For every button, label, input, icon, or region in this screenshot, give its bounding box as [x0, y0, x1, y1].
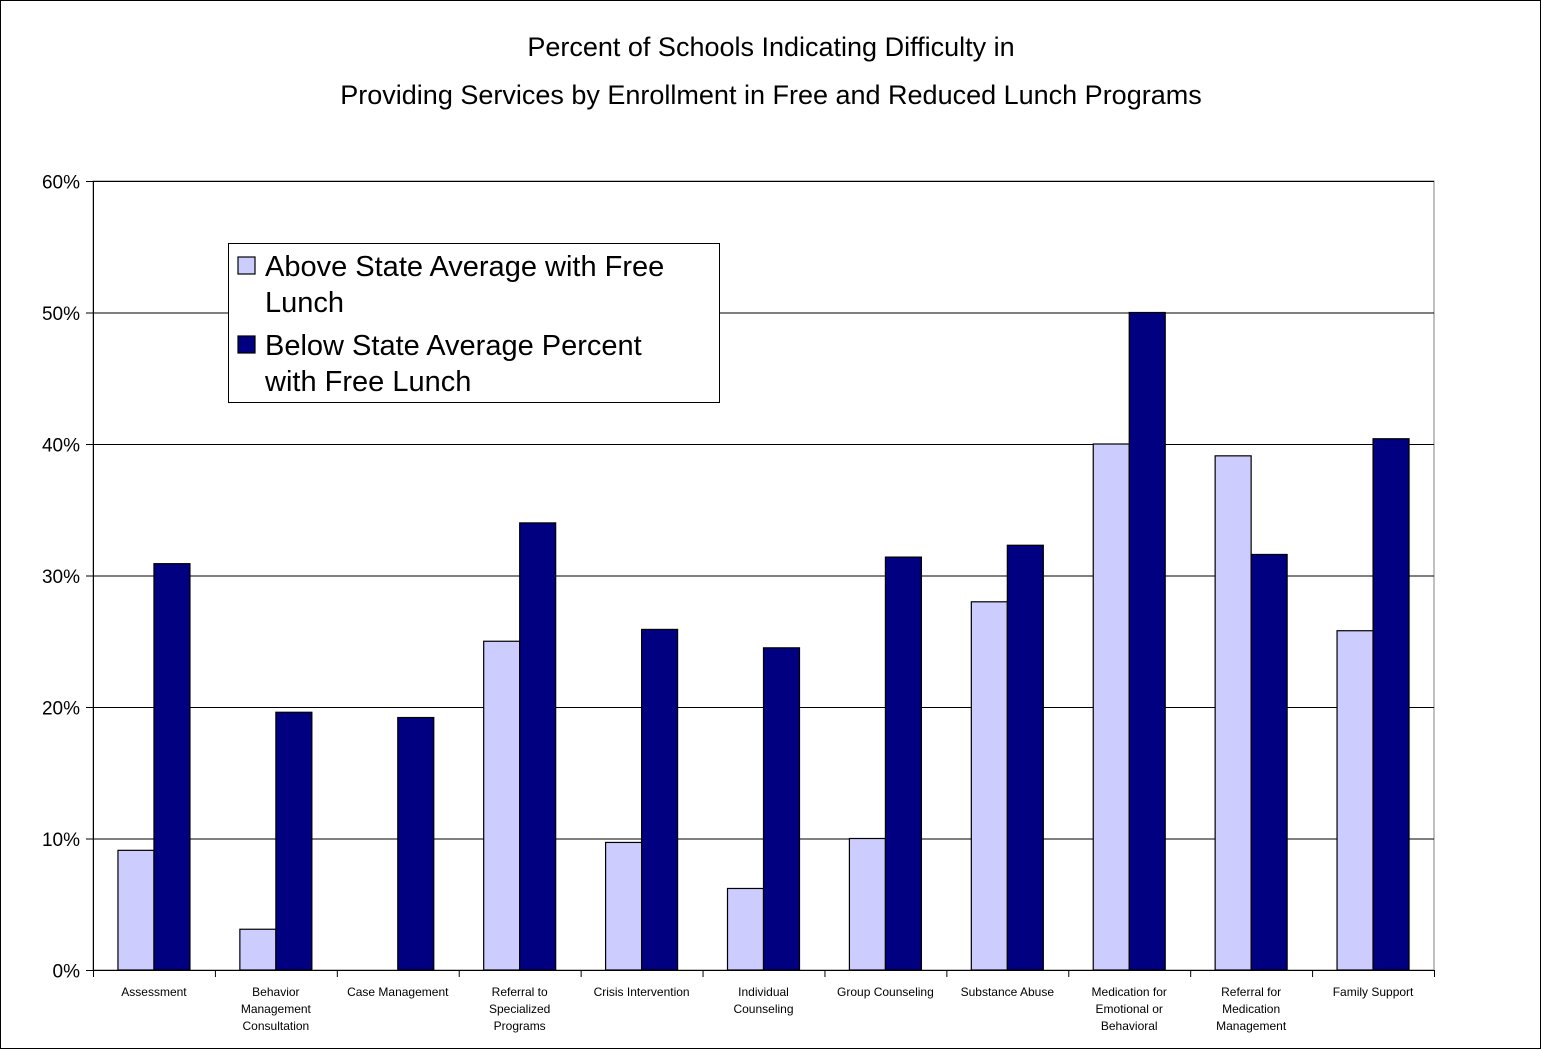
- bar-series-2-cat-6: [762, 647, 801, 971]
- bar-series-1-cat-1: [117, 849, 155, 971]
- x-category-label: Family Support: [1333, 985, 1414, 999]
- x-category-label: Medication for: [1092, 985, 1167, 999]
- bar-series-1-cat-5: [604, 841, 643, 971]
- y-tick-label: 50%: [42, 304, 80, 325]
- legend-label-1: Lunch: [265, 287, 344, 319]
- bar-series-1-cat-9: [1092, 443, 1130, 971]
- x-category-label: Emotional or: [1096, 1002, 1163, 1016]
- legend: Above State Average with Free Lunch Below …: [228, 243, 720, 403]
- x-category-label: Individual: [738, 985, 789, 999]
- x-category-label: Behavioral: [1101, 1019, 1158, 1033]
- x-category-label: Specialized: [489, 1002, 550, 1016]
- x-category-label: Behavior: [252, 985, 299, 999]
- chart-title-line-2: Providing Services by Enrollment in Free…: [340, 80, 1201, 110]
- bar-series-2-cat-1: [153, 563, 191, 971]
- bar-series-2-cat-8: [1006, 544, 1044, 971]
- bar-series-2-cat-3: [397, 716, 435, 971]
- bar-series-2-cat-2: [275, 711, 313, 971]
- bar-series-2-cat-9: [1128, 311, 1166, 971]
- y-axis-ticks: 0% 10% 20% 30% 40% 50% 60%: [42, 173, 93, 983]
- bar-series-1-cat-11: [1336, 630, 1374, 971]
- x-category-label: Assessment: [121, 985, 187, 999]
- bar-series-1-cat-2: [239, 928, 277, 971]
- x-category-label: Referral for: [1221, 985, 1281, 999]
- legend-swatch-2: [237, 335, 256, 354]
- x-category-label: Management: [241, 1002, 312, 1016]
- bar-series-2-cat-4: [519, 522, 557, 971]
- bar-series-1-cat-6: [726, 887, 765, 971]
- chart-title-line-1: Percent of Schools Indicating Difficulty…: [527, 32, 1014, 62]
- x-category-label: Case Management: [347, 985, 449, 999]
- bar-series-1-cat-8: [970, 601, 1008, 971]
- legend-swatch-1: [237, 256, 256, 275]
- bar-series-2-cat-11: [1372, 438, 1410, 971]
- legend-box: [228, 243, 720, 403]
- axes: [93, 181, 1435, 977]
- x-category-label: Medication: [1222, 1002, 1280, 1016]
- bar-series-2-cat-10: [1250, 553, 1288, 971]
- y-tick-label: 30%: [42, 567, 80, 588]
- x-category-label: Referral to: [492, 985, 548, 999]
- x-axis-category-labels: Assessment Behavior Management Consultation…: [121, 985, 1414, 1033]
- bar-series-2-cat-5: [640, 628, 679, 971]
- x-category-label: Group Counseling: [837, 985, 934, 999]
- x-category-label: Crisis Intervention: [594, 985, 690, 999]
- y-tick-label: 0%: [53, 962, 81, 983]
- bars: [117, 311, 1410, 971]
- bar-series-2-cat-7: [884, 556, 923, 971]
- bar-series-1-cat-10: [1214, 455, 1252, 971]
- x-category-label: Consultation: [243, 1019, 310, 1033]
- y-tick-label: 40%: [42, 436, 80, 457]
- y-tick-label: 10%: [42, 830, 80, 851]
- x-category-label: Management: [1216, 1019, 1287, 1033]
- x-category-label: Counseling: [733, 1002, 793, 1016]
- legend-label-1: Above State Average with Free: [265, 251, 664, 283]
- chart-title: Percent of Schools Indicating Difficulty…: [340, 32, 1201, 110]
- y-tick-label: 60%: [42, 173, 80, 194]
- x-category-label: Substance Abuse: [961, 985, 1055, 999]
- y-tick-label: 20%: [42, 699, 80, 720]
- bar-series-1-cat-7: [848, 837, 887, 971]
- legend-label-2: with Free Lunch: [264, 366, 471, 398]
- x-category-label: Programs: [494, 1019, 546, 1033]
- legend-label-2: Below State Average Percent: [265, 330, 642, 362]
- bar-series-1-cat-4: [483, 640, 521, 971]
